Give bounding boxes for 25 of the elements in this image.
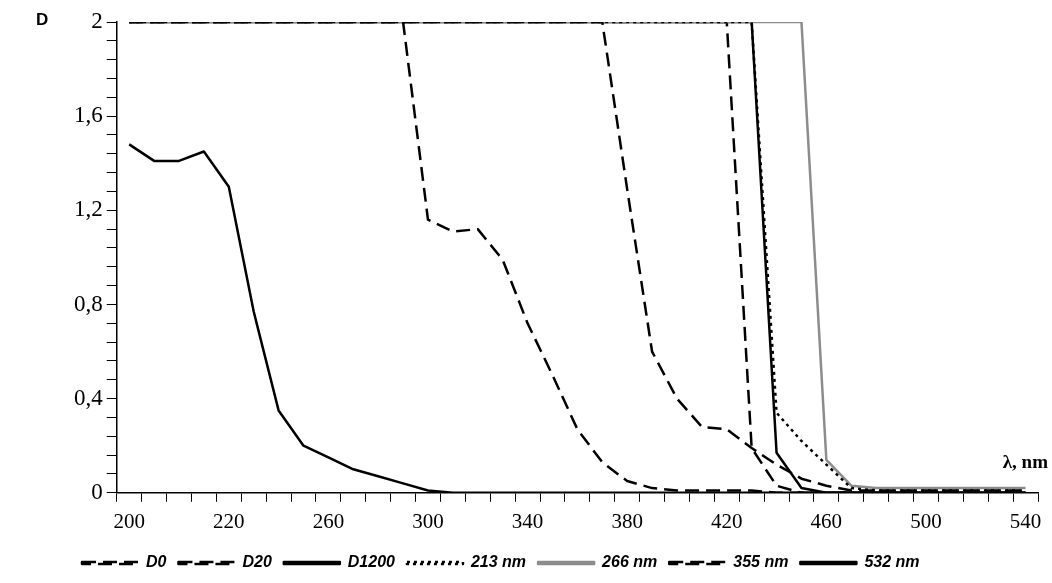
- y-tick-label: 1,6: [74, 102, 103, 128]
- x-tick-label: 420: [711, 508, 743, 533]
- x-tick-label: 260: [312, 508, 345, 533]
- legend-label: D20: [242, 553, 272, 571]
- x-tick-label: 380: [611, 508, 643, 533]
- y-tick-label: 2: [91, 8, 103, 34]
- x-tick-label: 340: [511, 508, 544, 533]
- y-tick-label: 0: [91, 478, 103, 504]
- y-tick-label: 0,8: [74, 290, 103, 316]
- x-tick-label: 500: [910, 508, 942, 533]
- x-tick-label: 220: [213, 508, 245, 533]
- legend-label: 266 nm: [601, 553, 658, 571]
- x-tick-label: 200: [113, 508, 145, 533]
- legend-label: D0: [146, 553, 167, 571]
- x-tick-label: 540: [1009, 508, 1042, 533]
- y-axis-title: D: [36, 9, 49, 29]
- legend-label: 213 nm: [469, 553, 527, 571]
- x-tick-label: 300: [412, 508, 444, 533]
- legend-label: D1200: [347, 553, 396, 571]
- y-tick-label: 0,4: [74, 384, 104, 410]
- x-tick-label: 460: [810, 508, 843, 533]
- y-tick-label: 1,2: [74, 196, 103, 222]
- legend-label: 532 nm: [864, 553, 920, 571]
- x-axis-title: λ, nm: [1002, 451, 1049, 473]
- legend-label: 355 nm: [733, 553, 789, 571]
